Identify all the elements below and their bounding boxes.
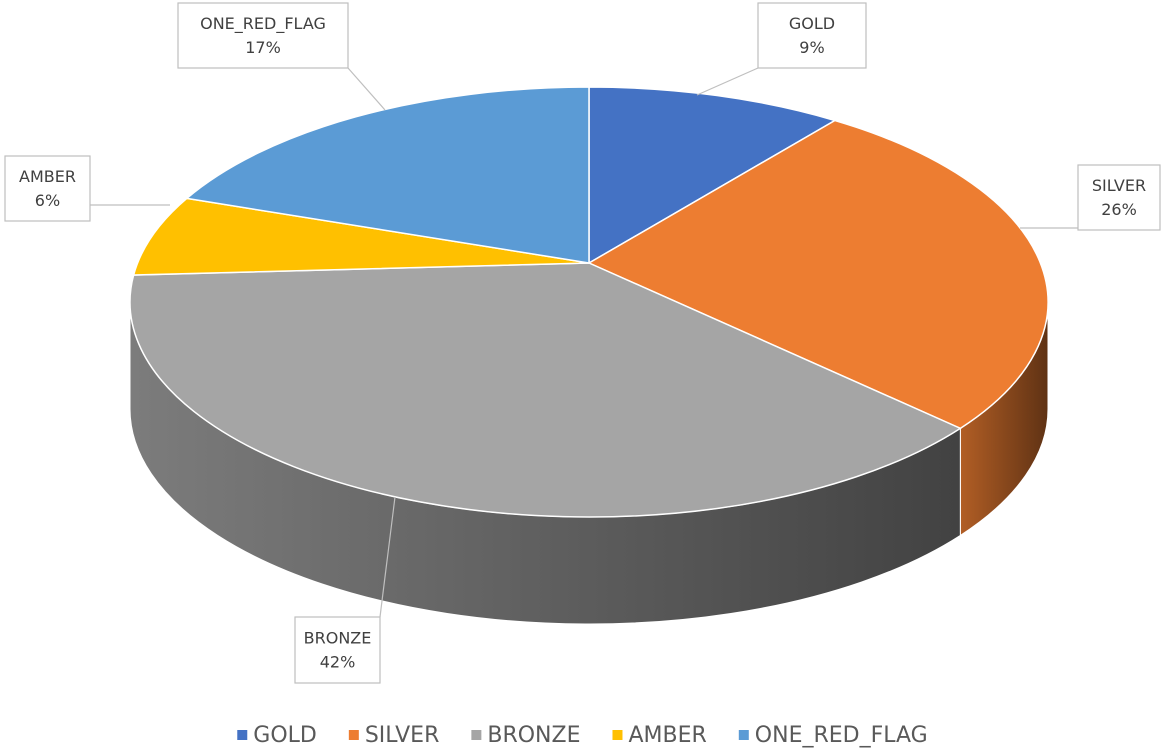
label-name: GOLD (789, 14, 835, 33)
leader-line (347, 67, 386, 111)
leader-line (696, 67, 759, 96)
label-box (4, 155, 91, 222)
legend-swatch (471, 730, 482, 740)
legend-label: GOLD (253, 723, 317, 748)
label-box (757, 2, 867, 69)
label-value: 26% (1101, 200, 1137, 219)
legend-swatch (237, 730, 248, 740)
legend-label: ONE_RED_FLAG (755, 723, 928, 748)
legend-label: SILVER (365, 723, 440, 748)
label-name: BRONZE (304, 629, 372, 648)
slice (588, 86, 837, 265)
label-name: SILVER (1092, 176, 1146, 195)
label-box (177, 2, 349, 69)
legend-swatch (348, 730, 359, 740)
legend-swatch (738, 730, 749, 740)
label-value: 9% (799, 38, 824, 57)
legend-label: BRONZE (487, 723, 580, 748)
slice (129, 262, 962, 518)
label-value: 6% (35, 191, 60, 210)
legend-swatch (612, 730, 623, 740)
label-name: ONE_RED_FLAG (200, 14, 326, 34)
label-box (1077, 164, 1161, 231)
leader-line (379, 496, 396, 618)
slice (587, 119, 1049, 430)
legend-label: AMBER (628, 723, 706, 748)
slice (185, 86, 590, 264)
label-name: AMBER (19, 167, 76, 186)
slice (132, 197, 590, 276)
label-value: 17% (245, 38, 281, 57)
label-box (294, 616, 381, 684)
label-value: 42% (320, 653, 356, 672)
